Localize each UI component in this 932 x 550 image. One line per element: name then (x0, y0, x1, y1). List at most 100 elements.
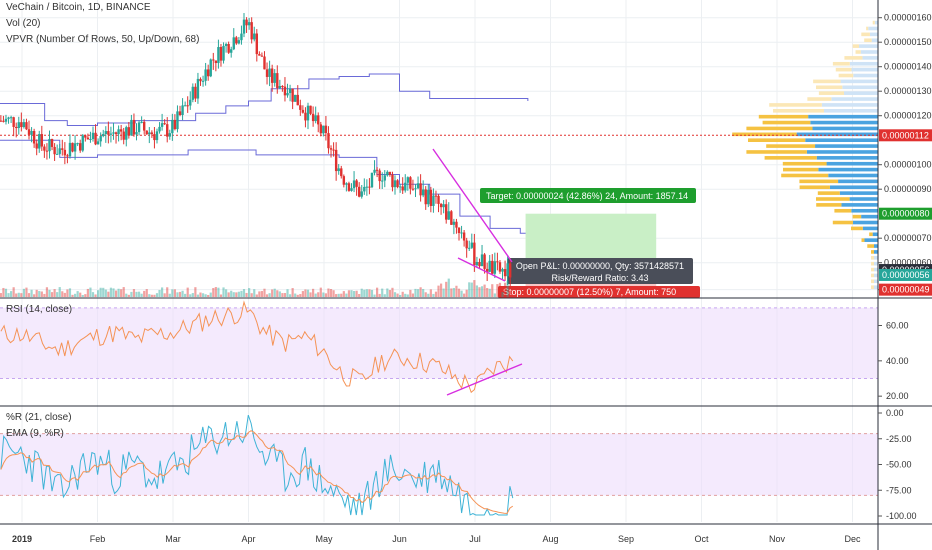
candle-body (242, 19, 246, 34)
volume-bar (0, 293, 2, 297)
candle-body (76, 143, 79, 145)
volume-bar (491, 284, 494, 297)
volume-bar (184, 293, 187, 297)
volume-bar (43, 293, 46, 297)
wr-tick-label: -100.00 (886, 511, 917, 521)
volume-bar (291, 288, 294, 297)
vp-down-bar (799, 185, 830, 190)
candle-body (20, 122, 23, 128)
candle-body (299, 105, 302, 110)
volume-bar (419, 287, 422, 297)
time-tick-label: May (315, 534, 333, 544)
volume-bar (509, 290, 512, 297)
candle-body (347, 183, 351, 191)
volume-bar (276, 290, 279, 297)
long-position-tool[interactable]: Target: 0.00000024 (42.86%) 24, Amount: … (480, 188, 700, 298)
candle-body (416, 183, 420, 189)
wr-tick-label: -75.00 (886, 485, 912, 495)
rsi-tick-label: 60.00 (886, 321, 909, 331)
candle-body (55, 153, 59, 155)
vp-down-bar (762, 120, 811, 125)
candle-body (94, 132, 97, 145)
volume-bar (475, 285, 479, 297)
volume-bar (2, 287, 5, 297)
candle-body (43, 146, 46, 151)
vp-down-bar (864, 38, 872, 43)
vp-up-bar (874, 256, 878, 260)
candle-body (73, 143, 77, 152)
volume-bar (181, 290, 184, 297)
ema-legend-label[interactable]: EMA (9, %R) (6, 428, 64, 439)
volume-bar (281, 293, 284, 297)
volume-bar (224, 289, 228, 297)
vp-down-bar (852, 214, 862, 219)
candle-body (498, 262, 502, 272)
time-tick-label: Nov (769, 534, 786, 544)
candle-body (230, 49, 233, 53)
candle-body (317, 115, 320, 125)
candle-body (483, 254, 486, 269)
candle-body (99, 136, 102, 142)
volume-bar (150, 294, 153, 297)
time-tick-label: Apr (241, 534, 255, 544)
candle-body (332, 149, 335, 151)
vpvr-legend[interactable]: VPVR (Number Of Rows, 50, Up/Down, 68) (6, 34, 200, 45)
candle-body (460, 232, 463, 234)
candle-body (61, 148, 64, 150)
candle-body (370, 172, 374, 188)
volume-bar (434, 291, 438, 297)
stop-badge-label: Stop: 0.00000007 (12.50%) 7, Amount: 750 (503, 287, 676, 297)
candle-body (437, 195, 440, 204)
vp-up-bar (862, 56, 878, 60)
price-badge (879, 283, 932, 296)
candle-body (122, 131, 125, 140)
vp-up-bar (808, 114, 878, 119)
vp-up-bar (874, 267, 878, 272)
volume-bar (296, 294, 299, 297)
rsi-tick-label: 20.00 (886, 391, 909, 401)
volume-bar (53, 289, 56, 297)
drawings[interactable] (432, 148, 513, 282)
volume-bar (189, 294, 192, 297)
vp-up-bar (796, 132, 878, 137)
vp-down-bar (835, 67, 852, 72)
candle-body (470, 242, 473, 248)
candle-body (327, 133, 330, 149)
candle-body (171, 119, 174, 134)
wr-legend-label[interactable]: %R (21, close) (6, 412, 72, 423)
candle-body (491, 260, 494, 274)
volume-bar (327, 288, 330, 297)
candle-body (153, 134, 156, 141)
wedge-lower-trendline (457, 257, 506, 282)
candle-body (263, 56, 266, 70)
vp-down-bar (816, 197, 850, 201)
candle-body (30, 131, 33, 135)
price-tick-label: 0.00000160 (884, 13, 932, 23)
candle-body (45, 150, 49, 152)
candle-body (89, 139, 92, 141)
volume-bar (158, 289, 161, 297)
candle-body (478, 261, 481, 267)
candle-body (381, 180, 384, 182)
rsi-divergence-trendline (446, 363, 523, 396)
volume-bar (89, 287, 92, 297)
volume-bar (429, 289, 432, 297)
volume-bar (393, 292, 397, 297)
candle-body (104, 131, 107, 135)
vp-down-bar (861, 238, 865, 242)
vp-up-bar (858, 44, 878, 48)
price-badge-label: 0.00000080 (882, 209, 930, 219)
volume-bar (166, 287, 169, 297)
volume-bar (63, 292, 66, 297)
volume-bar (209, 292, 212, 297)
wedge-upper-trendline (432, 148, 513, 263)
volume-legend[interactable]: Vol (20) (6, 18, 41, 29)
candle-body (163, 123, 166, 125)
volume-bar (299, 294, 302, 297)
candle-body (140, 121, 143, 123)
volume-bar (301, 291, 304, 297)
symbol-title[interactable]: VeChain / Bitcoin, 1D, BINANCE (6, 2, 151, 13)
volume-bar (399, 294, 402, 297)
rsi-legend-label[interactable]: RSI (14, close) (6, 304, 73, 315)
